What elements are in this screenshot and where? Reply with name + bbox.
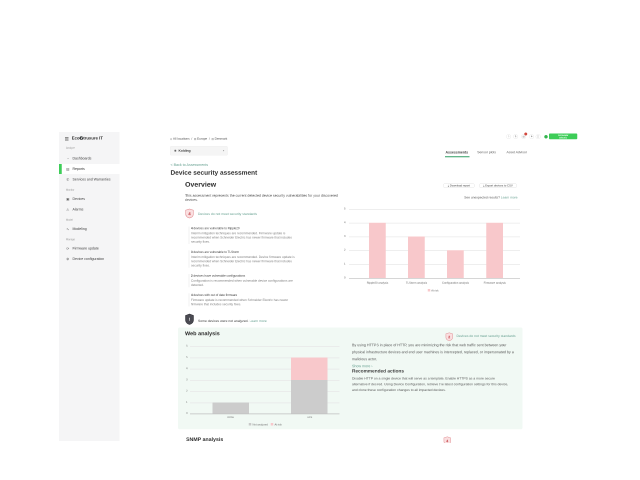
- svg-text:4: 4: [188, 211, 191, 216]
- svg-text:4: 4: [446, 439, 449, 443]
- svg-text:2: 2: [448, 335, 450, 339]
- svg-text:!: !: [189, 317, 191, 322]
